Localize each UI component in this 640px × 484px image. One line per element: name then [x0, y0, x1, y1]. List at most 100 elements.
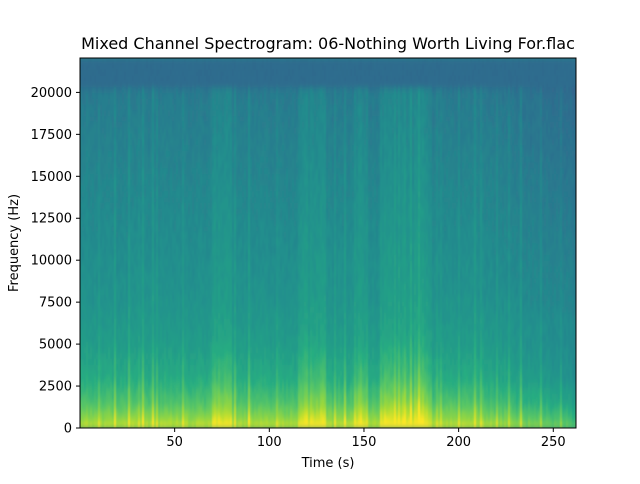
heatmap-cell [126, 196, 129, 203]
heatmap-cell [144, 416, 147, 423]
heatmap-cell [84, 81, 87, 88]
heatmap-cell [118, 115, 121, 122]
heatmap-cell [100, 248, 103, 255]
heatmap-cell [106, 335, 109, 342]
heatmap-cell [128, 138, 131, 146]
heatmap-cell [106, 167, 109, 175]
heatmap-cell [102, 318, 105, 325]
heatmap-cell [148, 387, 151, 394]
heatmap-cell [146, 393, 149, 400]
heatmap-cell [108, 231, 111, 238]
heatmap-cell [114, 92, 117, 99]
heatmap-cell [124, 341, 127, 348]
heatmap-cell [136, 364, 139, 371]
heatmap-cell [136, 58, 139, 65]
heatmap-cell [130, 422, 133, 428]
heatmap-cell [90, 295, 93, 302]
heatmap-cell [108, 375, 111, 383]
heatmap-cell [98, 162, 101, 169]
heatmap-cell [126, 277, 129, 284]
heatmap-cell [88, 260, 91, 267]
heatmap-cell [96, 86, 99, 94]
heatmap-cell [126, 289, 129, 296]
heatmap-cell [92, 295, 95, 302]
heatmap-cell [96, 190, 99, 198]
heatmap-cell [120, 329, 123, 336]
heatmap-cell [108, 69, 111, 76]
heatmap-cell [94, 243, 97, 250]
heatmap-cell [106, 312, 109, 319]
heatmap-cell [106, 202, 109, 209]
heatmap-cell [128, 219, 131, 227]
heatmap-cell [108, 133, 111, 140]
heatmap-cell [142, 306, 145, 313]
heatmap-cell [118, 289, 121, 296]
heatmap-cell [142, 352, 145, 360]
heatmap-cell [94, 399, 97, 406]
heatmap-cell [82, 306, 85, 313]
heatmap-cell [124, 347, 127, 354]
heatmap-cell [94, 208, 97, 215]
heatmap-cell [90, 375, 93, 383]
heatmap-cell [88, 364, 91, 371]
heatmap-cell [108, 208, 111, 215]
heatmap-cell [82, 150, 85, 157]
heatmap-cell [92, 179, 95, 186]
heatmap-cell [106, 295, 109, 302]
heatmap-cell [126, 271, 129, 279]
heatmap-cell [138, 208, 141, 215]
heatmap-cell [82, 312, 85, 319]
heatmap-cell [102, 237, 105, 244]
heatmap-cell [112, 306, 115, 313]
heatmap-cell [102, 162, 105, 169]
heatmap-cell [128, 167, 131, 175]
heatmap-cell [86, 387, 89, 394]
heatmap-cell [118, 202, 121, 209]
heatmap-cell [134, 347, 137, 354]
heatmap-cell [130, 341, 133, 348]
heatmap-cell [102, 219, 105, 227]
heatmap-cell [114, 219, 117, 227]
heatmap-cell [126, 410, 129, 417]
heatmap-cell [122, 75, 125, 82]
heatmap-cell [126, 173, 129, 180]
heatmap-cell [122, 271, 125, 279]
heatmap-cell [98, 422, 101, 428]
heatmap-cell [106, 208, 109, 215]
heatmap-cell [114, 162, 117, 169]
heatmap-cell [116, 196, 119, 203]
heatmap-cell [88, 127, 91, 134]
heatmap-cell [80, 127, 83, 134]
heatmap-cell [98, 410, 101, 417]
heatmap-cell [102, 231, 105, 238]
heatmap-cell [128, 214, 131, 221]
heatmap-cell [110, 399, 113, 406]
heatmap-cell [136, 110, 139, 117]
heatmap-cell [100, 318, 103, 325]
heatmap-cell [110, 75, 113, 82]
heatmap-cell [120, 202, 123, 209]
heatmap-cell [84, 329, 87, 336]
heatmap-cell [108, 121, 111, 128]
heatmap-cell [102, 358, 105, 365]
heatmap-cell [110, 260, 113, 267]
heatmap-cell [86, 271, 89, 279]
heatmap-cell [134, 185, 137, 192]
heatmap-cell [122, 121, 125, 128]
heatmap-cell [106, 370, 109, 377]
heatmap-cell [124, 86, 127, 94]
heatmap-cell [142, 162, 145, 169]
heatmap-cell [108, 410, 111, 417]
heatmap-cell [86, 133, 89, 140]
heatmap-cell [102, 190, 105, 198]
heatmap-cell [100, 410, 103, 417]
heatmap-cell [128, 254, 131, 261]
heatmap-cell [118, 277, 121, 284]
heatmap-cell [138, 271, 141, 279]
heatmap-cell [132, 248, 135, 255]
heatmap-cell [132, 254, 135, 261]
heatmap-cell [84, 260, 87, 267]
heatmap-cell [138, 196, 141, 203]
heatmap-cell [82, 271, 85, 279]
